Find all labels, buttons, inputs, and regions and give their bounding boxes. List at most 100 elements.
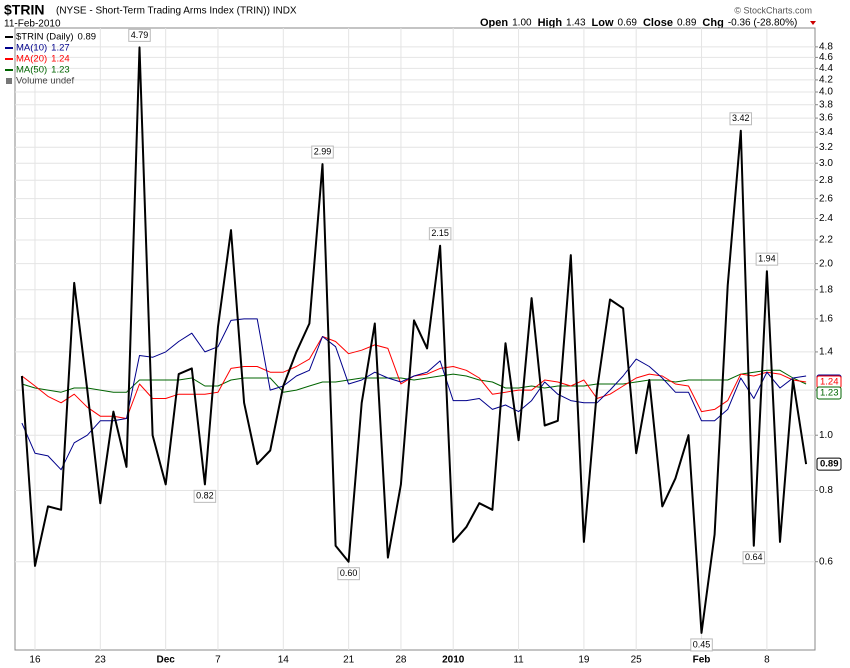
value-label: 4.79 xyxy=(128,28,151,42)
value-label: 1.94 xyxy=(755,252,779,266)
x-tick-label: 25 xyxy=(631,655,643,666)
last-value-text: 1.24 xyxy=(820,376,839,387)
x-tick-label: 8 xyxy=(764,655,770,666)
value-label: 0.82 xyxy=(193,489,217,503)
value-label-text: 4.79 xyxy=(131,30,149,40)
value-label-text: 0.60 xyxy=(340,568,358,578)
x-tick-label: 16 xyxy=(29,655,41,666)
value-label: 2.99 xyxy=(311,145,334,159)
value-label: 3.42 xyxy=(729,112,753,126)
y-tick-label: 3.0 xyxy=(819,158,833,169)
value-label: 0.60 xyxy=(337,567,360,581)
legend-label: MA(20) xyxy=(16,54,47,65)
y-tick-label: 1.4 xyxy=(819,347,833,358)
quote-value: 0.89 xyxy=(677,18,697,29)
value-label-box xyxy=(428,227,452,241)
value-label: 2.15 xyxy=(428,227,452,241)
y-tick-label: 1.8 xyxy=(819,284,833,295)
x-tick-label: 23 xyxy=(95,655,107,666)
y-tick-label: 2.8 xyxy=(819,175,833,186)
last-value: 0.89 xyxy=(816,457,842,471)
y-tick-label: 4.6 xyxy=(819,52,833,63)
quote-label: Chg xyxy=(702,17,723,29)
value-label-box xyxy=(690,638,713,652)
y-tick-label: 4.4 xyxy=(819,63,833,74)
value-label-text: 0.45 xyxy=(693,639,711,649)
x-tick-label: 7 xyxy=(215,655,221,666)
plot-frame xyxy=(14,27,816,651)
quote-value: 1.00 xyxy=(512,18,532,29)
series-line xyxy=(20,46,808,634)
last-value-box xyxy=(816,386,842,400)
y-tick-label: 4.0 xyxy=(819,87,833,98)
value-label-text: 1.94 xyxy=(758,254,776,264)
y-tick-label: 4.2 xyxy=(819,75,833,86)
legend-value: 1.23 xyxy=(51,65,70,76)
y-tick-label: 1.0 xyxy=(819,430,833,441)
y-tick-label: 3.8 xyxy=(819,99,833,110)
y-tick-label: 1.6 xyxy=(819,313,833,324)
quote-label: Open xyxy=(480,17,508,29)
value-label: 0.64 xyxy=(742,551,766,565)
down-arrow xyxy=(810,21,816,25)
y-tick-label: 3.2 xyxy=(819,142,833,153)
legend-value: 0.89 xyxy=(78,32,97,43)
x-tick-label: Dec xyxy=(156,655,175,666)
last-value-text: 1.23 xyxy=(820,387,839,398)
volume-swatch xyxy=(6,78,12,84)
volume-legend: Volume undef xyxy=(16,76,74,87)
y-tick-label: 2.4 xyxy=(819,213,833,224)
quote-label: High xyxy=(538,17,563,29)
legend-value: 1.24 xyxy=(51,54,70,65)
legend-label: MA(50) xyxy=(16,65,47,76)
quote-value: 0.69 xyxy=(618,18,638,29)
value-label-box xyxy=(311,145,334,159)
last-value: 1.24 xyxy=(816,375,842,389)
y-tick-label: 0.8 xyxy=(819,485,833,496)
last-value: 1.23 xyxy=(816,386,842,400)
legend-label: MA(10) xyxy=(16,43,47,54)
last-value-text: 0.89 xyxy=(820,459,839,470)
y-tick-label: 2.6 xyxy=(819,193,833,204)
chart-date: 11-Feb-2010 xyxy=(4,19,61,30)
y-tick-label: 2.2 xyxy=(819,235,833,246)
x-tick-label: 28 xyxy=(395,655,407,666)
series-line xyxy=(21,336,807,419)
credit: © StockCharts.com xyxy=(734,5,812,15)
y-tick-label: 2.0 xyxy=(819,258,833,269)
y-tick-label: 3.6 xyxy=(819,113,833,124)
last-value-box xyxy=(816,457,842,471)
value-label-text: 0.64 xyxy=(745,552,763,562)
y-tick-label: 0.6 xyxy=(819,556,833,567)
x-tick-label: 21 xyxy=(343,655,355,666)
value-label-box xyxy=(193,489,217,503)
legend-value: 1.27 xyxy=(51,43,70,54)
series-line xyxy=(21,369,807,393)
value-label-box xyxy=(337,567,360,581)
quote-label: Close xyxy=(643,17,673,29)
value-label-box xyxy=(755,252,779,266)
x-tick-label: 2010 xyxy=(442,655,465,666)
x-tick-label: Feb xyxy=(693,655,711,666)
legend-label: $TRIN (Daily) xyxy=(16,32,74,43)
value-label-box xyxy=(742,551,766,565)
value-label: 0.45 xyxy=(690,638,713,652)
value-label-text: 2.15 xyxy=(431,228,449,238)
value-label-box xyxy=(729,112,753,126)
value-label-text: 2.99 xyxy=(314,146,332,156)
series-line xyxy=(21,318,807,471)
x-tick-label: 14 xyxy=(278,655,290,666)
value-label-box xyxy=(128,28,151,42)
quote-label: Low xyxy=(592,17,614,29)
quote-value: -0.36 (-28.80%) xyxy=(728,18,797,29)
chart-subtitle: (NYSE - Short-Term Trading Arms Index (T… xyxy=(56,6,297,17)
x-tick-label: 11 xyxy=(513,655,524,666)
x-tick-label: 19 xyxy=(578,655,590,666)
chart-title: $TRIN xyxy=(4,2,44,18)
value-label-text: 3.42 xyxy=(732,113,750,123)
quote-value: 1.43 xyxy=(566,18,586,29)
y-tick-label: 4.8 xyxy=(819,42,833,53)
quote: Open 1.00 High 1.43 Low 0.69 Close 0.89 Chg -0.36… xyxy=(480,17,797,29)
y-tick-label: 3.4 xyxy=(819,127,833,138)
